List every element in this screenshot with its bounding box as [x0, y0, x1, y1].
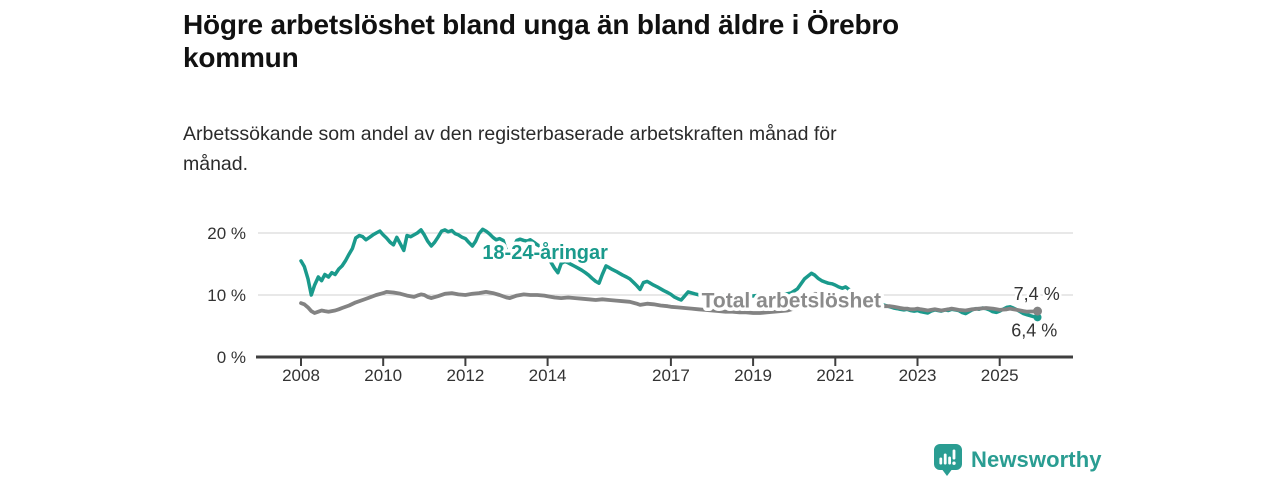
x-axis-tick-label: 2025 [981, 366, 1019, 385]
series-label-total: Total arbetslöshet [702, 290, 881, 313]
newsworthy-logo-text: Newsworthy [971, 447, 1102, 472]
y-axis-tick-label: 0 % [217, 348, 246, 367]
series-label-young: 18-24-åringar [482, 241, 608, 264]
end-value-label-total: 7,4 % [1014, 284, 1060, 304]
x-axis-tick-label: 2012 [446, 366, 484, 385]
line-chart: 0 % 10 % 20 % 2008 2010 2012 2014 2017 2019 2021 2… [207, 224, 1073, 385]
chart-subtitle: Arbetssökande som andel av den registerb… [183, 119, 1043, 179]
page-title-line1: Högre arbetslöshet bland unga än bland ä… [183, 9, 899, 40]
chart-subtitle-line2: månad. [183, 153, 249, 175]
x-axis-tick-label: 2023 [899, 366, 937, 385]
newsworthy-logo: Newsworthy [933, 443, 1102, 477]
y-axis-tick-label: 20 % [207, 224, 246, 243]
series-end-dot [1033, 306, 1043, 316]
x-axis-tick-label: 2010 [364, 366, 402, 385]
series-line-young [299, 227, 1040, 320]
x-axis-tick-label: 2008 [282, 366, 320, 385]
x-axis-tick-label: 2021 [816, 366, 854, 385]
y-axis-tick-label: 10 % [207, 286, 246, 305]
page-title-line2: kommun [183, 42, 299, 73]
series-end-dot [1033, 313, 1042, 322]
page-title: Högre arbetslöshet bland unga än bland ä… [183, 8, 1023, 74]
x-axis-tick-label: 2017 [652, 366, 690, 385]
bar-chart-speech-bubble-icon [934, 444, 962, 476]
series-line-total [299, 290, 1040, 315]
chart-subtitle-line1: Arbetssökande som andel av den registerb… [183, 123, 837, 145]
x-axis-tick-label: 2019 [734, 366, 772, 385]
x-axis-tick-label: 2014 [529, 366, 567, 385]
end-value-label-young: 6,4 % [1011, 321, 1057, 341]
